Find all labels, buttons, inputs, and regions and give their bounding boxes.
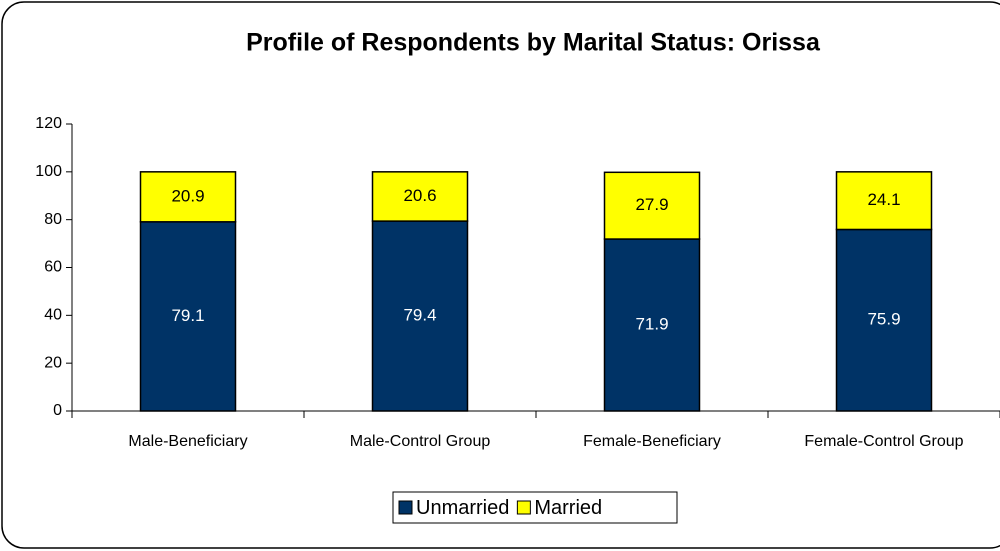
x-tick-label: Female-Control Group (804, 433, 963, 450)
y-tick-label: 80 (44, 211, 62, 228)
data-label: 20.9 (171, 186, 204, 205)
data-label: 24.1 (867, 190, 900, 209)
y-tick-label: 40 (44, 307, 62, 324)
legend-swatch (398, 500, 413, 515)
chart-title: Profile of Respondents by Marital Status… (246, 29, 821, 57)
bar-segment (835, 228, 933, 412)
bar-segment (835, 171, 933, 231)
legend-box (392, 491, 678, 524)
bar-segment (603, 171, 701, 240)
bar-segment (139, 221, 237, 412)
y-tick-label: 0 (53, 402, 62, 419)
data-label: 20.6 (403, 186, 436, 205)
x-tick-label: Male-Control Group (350, 433, 491, 450)
legend-label: Unmarried (416, 497, 509, 519)
bar-segment (603, 238, 701, 412)
legend-swatch (516, 500, 531, 515)
y-tick-label: 60 (44, 259, 62, 276)
x-tick-label: Female-Beneficiary (583, 433, 721, 450)
y-tick-label: 20 (44, 354, 62, 371)
data-label: 79.1 (171, 306, 204, 325)
data-label: 79.4 (403, 306, 436, 325)
y-tick-label: 120 (35, 115, 62, 132)
legend-label: Married (534, 497, 602, 519)
bar-segment (371, 171, 469, 222)
data-label: 71.9 (635, 315, 668, 334)
bar-segment (371, 220, 469, 412)
data-label: 75.9 (867, 310, 900, 329)
bar-segment (139, 171, 237, 223)
data-label: 27.9 (635, 195, 668, 214)
x-tick-label: Male-Beneficiary (128, 433, 247, 450)
y-tick-label: 100 (35, 163, 62, 180)
